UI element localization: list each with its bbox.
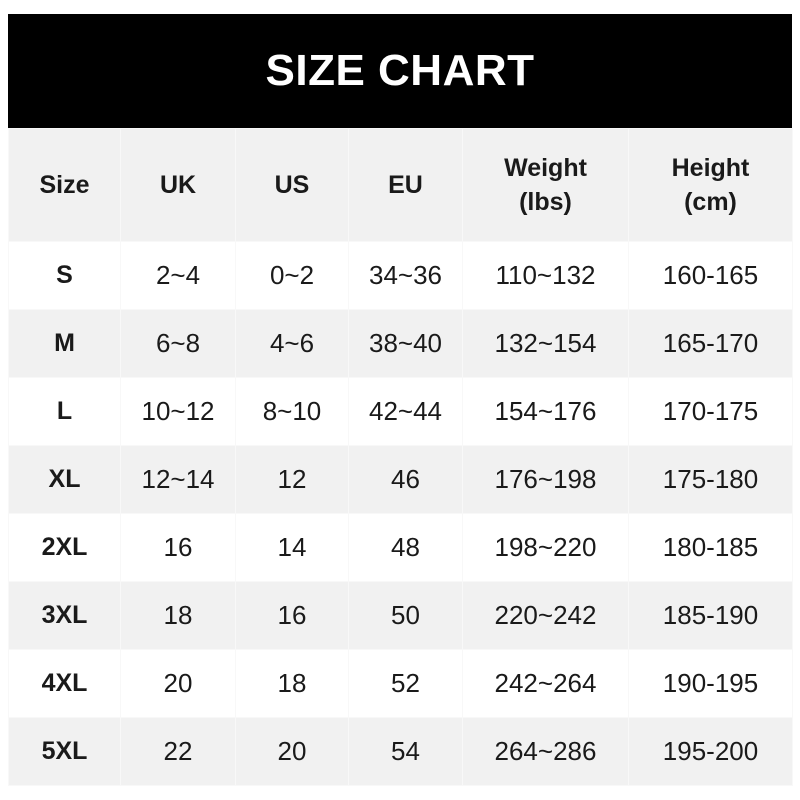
column-header-weight: Weight (lbs) (462, 128, 629, 242)
cell-eu: 54 (348, 717, 463, 786)
cell-eu: 46 (348, 445, 463, 514)
cell-uk: 12~14 (120, 445, 236, 514)
cell-eu: 50 (348, 581, 463, 650)
cell-uk: 2~4 (120, 241, 236, 310)
cell-us: 14 (235, 513, 349, 582)
cell-size: 2XL (8, 513, 121, 582)
cell-height: 175-180 (628, 445, 793, 514)
cell-eu: 34~36 (348, 241, 463, 310)
cell-size: 5XL (8, 717, 121, 786)
cell-size: 4XL (8, 649, 121, 718)
cell-weight: 264~286 (462, 717, 629, 786)
table-row: XL 12~14 12 46 176~198 175-180 (8, 445, 793, 514)
cell-size: XL (8, 445, 121, 514)
column-header-height: Height (cm) (628, 128, 793, 242)
table-row: 5XL 22 20 54 264~286 195-200 (8, 717, 793, 786)
column-header-us: US (235, 128, 349, 242)
column-header-label: Weight (504, 154, 587, 182)
cell-eu: 52 (348, 649, 463, 718)
cell-size: 3XL (8, 581, 121, 650)
cell-eu: 38~40 (348, 309, 463, 378)
cell-us: 0~2 (235, 241, 349, 310)
cell-height: 195-200 (628, 717, 793, 786)
cell-uk: 18 (120, 581, 236, 650)
cell-eu: 42~44 (348, 377, 463, 446)
cell-weight: 110~132 (462, 241, 629, 310)
cell-us: 4~6 (235, 309, 349, 378)
column-header-unit: (cm) (684, 188, 737, 216)
cell-us: 16 (235, 581, 349, 650)
cell-us: 8~10 (235, 377, 349, 446)
cell-us: 12 (235, 445, 349, 514)
cell-weight: 154~176 (462, 377, 629, 446)
cell-us: 18 (235, 649, 349, 718)
cell-weight: 176~198 (462, 445, 629, 514)
cell-height: 185-190 (628, 581, 793, 650)
cell-weight: 198~220 (462, 513, 629, 582)
cell-us: 20 (235, 717, 349, 786)
column-header-label: US (274, 171, 310, 199)
header-row: Size UK US EU Weight (lbs) Height (cm) (8, 128, 793, 242)
column-header-uk: UK (120, 128, 236, 242)
table-row: 2XL 16 14 48 198~220 180-185 (8, 513, 793, 582)
cell-size: L (8, 377, 121, 446)
table-row: M 6~8 4~6 38~40 132~154 165-170 (8, 309, 793, 378)
column-header-label: UK (159, 171, 197, 199)
cell-uk: 22 (120, 717, 236, 786)
cell-weight: 132~154 (462, 309, 629, 378)
table-row: 3XL 18 16 50 220~242 185-190 (8, 581, 793, 650)
column-header-label: EU (388, 171, 423, 199)
column-header-label: Size (39, 171, 90, 199)
column-header-eu: EU (348, 128, 463, 242)
table-row: 4XL 20 18 52 242~264 190-195 (8, 649, 793, 718)
cell-height: 170-175 (628, 377, 793, 446)
cell-height: 160-165 (628, 241, 793, 310)
size-chart-table: Size UK US EU Weight (lbs) Height (cm) S 2~4 0~2 3… (8, 128, 793, 786)
size-chart-title: SIZE CHART (8, 14, 792, 128)
table-row: S 2~4 0~2 34~36 110~132 160-165 (8, 241, 793, 310)
cell-eu: 48 (348, 513, 463, 582)
column-header-size: Size (8, 128, 121, 242)
cell-weight: 220~242 (462, 581, 629, 650)
cell-size: S (8, 241, 121, 310)
cell-height: 165-170 (628, 309, 793, 378)
column-header-label: Height (671, 154, 750, 182)
cell-size: M (8, 309, 121, 378)
cell-uk: 16 (120, 513, 236, 582)
cell-weight: 242~264 (462, 649, 629, 718)
cell-uk: 10~12 (120, 377, 236, 446)
cell-uk: 6~8 (120, 309, 236, 378)
cell-uk: 20 (120, 649, 236, 718)
cell-height: 190-195 (628, 649, 793, 718)
table-row: L 10~12 8~10 42~44 154~176 170-175 (8, 377, 793, 446)
column-header-unit: (lbs) (519, 188, 572, 216)
cell-height: 180-185 (628, 513, 793, 582)
